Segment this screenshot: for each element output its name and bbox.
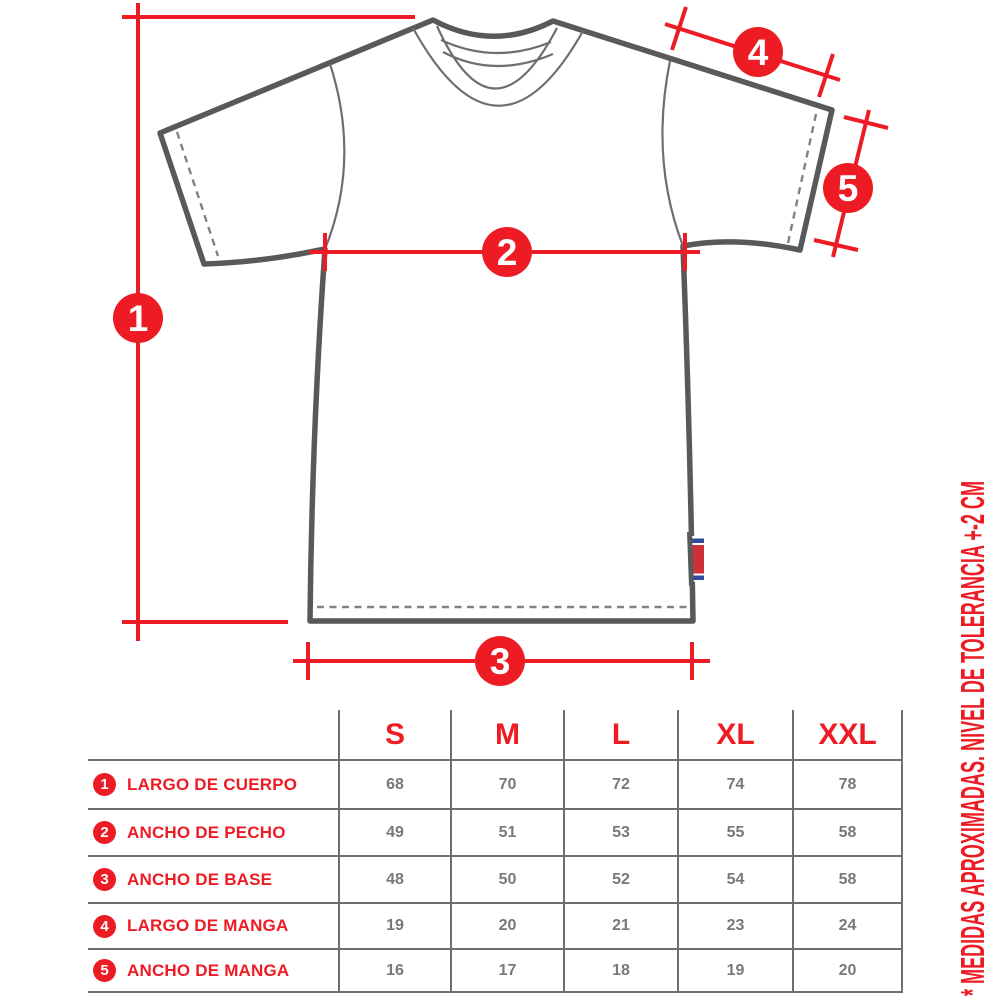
table-value: 20 [450, 902, 563, 948]
marker-number-5: 5 [838, 168, 859, 209]
size-header-xxl: XXL [792, 710, 903, 759]
table-value: 78 [792, 759, 903, 808]
row-label-text: LARGO DE MANGA [127, 916, 289, 935]
table-value: 51 [450, 808, 563, 855]
row-label-text: ANCHO DE BASE [127, 869, 273, 889]
table-value: 24 [792, 902, 903, 948]
table-value: 70 [450, 759, 563, 808]
table-value: 58 [792, 808, 903, 855]
table-row-label: 3 ANCHO DE BASE [88, 855, 338, 902]
table-row-label: 1 LARGO DE CUERPO [88, 759, 338, 808]
tolerance-note: * MEDIDAS APROXIMADAS. NIVEL DE TOLERANC… [954, 481, 991, 996]
size-header-s: S [338, 710, 450, 759]
row-label-text: LARGO DE CUERPO [127, 774, 298, 794]
table-value: 55 [677, 808, 792, 855]
marker-circle-1 [113, 293, 163, 343]
collar-lines [412, 25, 584, 107]
table-corner-cell [88, 710, 338, 759]
measurement-line-4: 4 [664, 6, 841, 98]
table-value: 16 [338, 948, 450, 993]
table-value: 49 [338, 808, 450, 855]
measurement-line-2: 2 [309, 227, 700, 277]
tshirt-measurement-diagram: 1 2 3 4 5 [113, 3, 889, 686]
row-label-text: ANCHO DE PECHO [127, 822, 286, 842]
table-value: 23 [677, 902, 792, 948]
armhole-seams [323, 60, 685, 250]
marker-number-3: 3 [490, 641, 511, 682]
measurement-line-3: 3 [293, 636, 710, 686]
marker-number-1: 1 [128, 298, 149, 339]
table-value: 54 [677, 855, 792, 902]
size-header-xl: XL [677, 710, 792, 759]
table-value: 48 [338, 855, 450, 902]
measurement-line-5: 5 [813, 109, 889, 258]
table-value: 21 [563, 902, 677, 948]
size-table: S M L XL XXL 1 LARGO DE CUERPO 68 70 72 … [88, 710, 903, 993]
marker-number-4: 4 [748, 32, 769, 73]
table-value: 74 [677, 759, 792, 808]
row-number-badge: 4 [93, 914, 116, 938]
table-value: 17 [450, 948, 563, 993]
marker-number-2: 2 [497, 232, 518, 273]
row-number-badge: 1 [93, 773, 116, 796]
table-value: 53 [563, 808, 677, 855]
table-value: 72 [563, 759, 677, 808]
table-value: 19 [677, 948, 792, 993]
table-row-label: 4 LARGO DE MANGA [88, 902, 338, 948]
marker-circle-2 [482, 227, 532, 277]
table-value: 68 [338, 759, 450, 808]
table-value: 52 [563, 855, 677, 902]
table-value: 18 [563, 948, 677, 993]
row-number-badge: 3 [93, 868, 116, 891]
size-header-l: L [563, 710, 677, 759]
marker-circle-4 [733, 27, 783, 77]
row-label-text: ANCHO DE MANGA [127, 960, 290, 980]
tolerance-note-text: * MEDIDAS APROXIMADAS. NIVEL DE TOLERANC… [954, 481, 991, 996]
table-value: 58 [792, 855, 903, 902]
tshirt-outline [157, 17, 835, 624]
marker-circle-5 [823, 163, 873, 213]
table-value: 19 [338, 902, 450, 948]
table-row-label: 2 ANCHO DE PECHO [88, 808, 338, 855]
care-label-tag [687, 531, 704, 587]
table-row-label: 5 ANCHO DE MANGA [88, 948, 338, 993]
marker-circle-3 [475, 636, 525, 686]
stitch-lines [175, 113, 818, 609]
table-value: 20 [792, 948, 903, 993]
row-number-badge: 5 [93, 959, 116, 982]
row-number-badge: 2 [93, 821, 116, 844]
size-header-m: M [450, 710, 563, 759]
measurement-line-1: 1 [113, 3, 415, 641]
table-value: 50 [450, 855, 563, 902]
